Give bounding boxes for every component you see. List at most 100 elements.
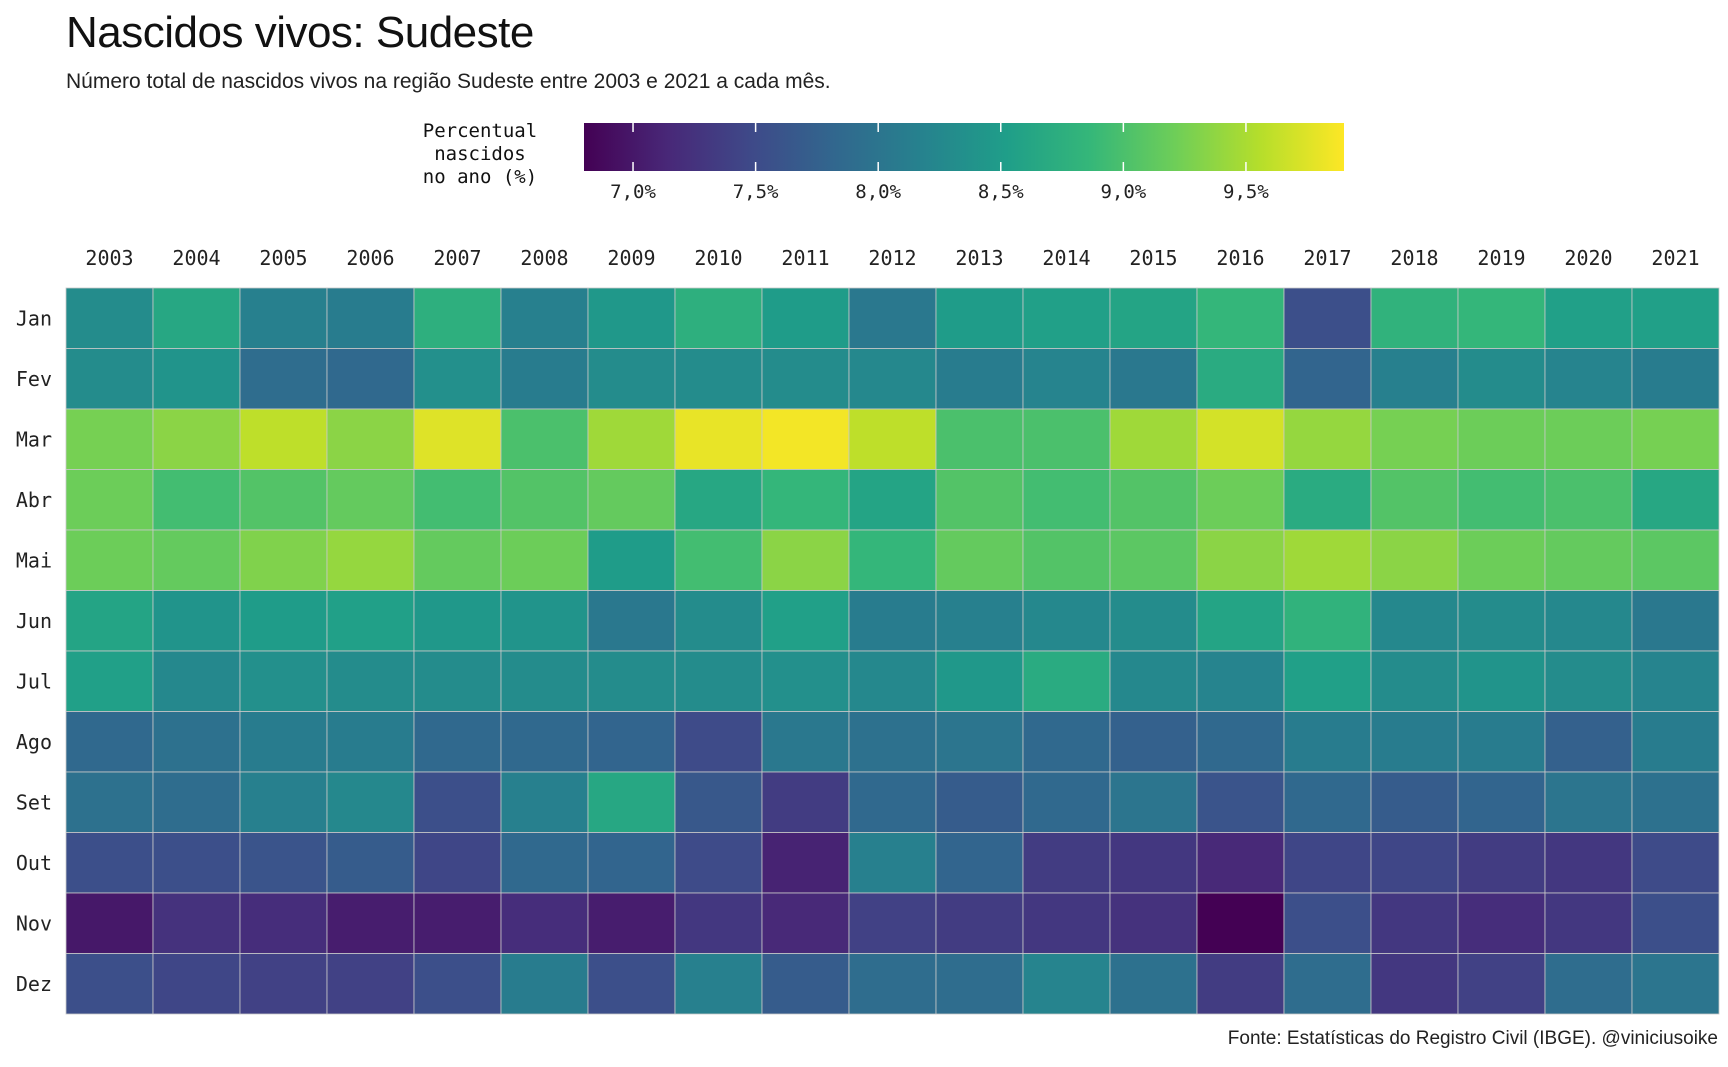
heatmap-cell xyxy=(1196,711,1285,773)
heatmap-cell xyxy=(674,892,763,954)
heatmap-cell xyxy=(848,469,937,531)
legend-tick-label: 8,0% xyxy=(855,181,901,203)
heatmap-cell xyxy=(65,590,154,652)
heatmap-cell xyxy=(1022,348,1111,410)
heatmap-cell xyxy=(1196,832,1285,894)
heatmap-cell xyxy=(761,953,850,1015)
heatmap-cell xyxy=(1457,529,1546,591)
heatmap-cell xyxy=(1283,469,1372,531)
heatmap-cell xyxy=(326,590,415,652)
heatmap-cell xyxy=(152,953,241,1015)
heatmap-cell xyxy=(152,892,241,954)
heatmap-cell xyxy=(674,287,763,349)
x-tick-label: 2021 xyxy=(1651,246,1699,270)
heatmap-cell xyxy=(935,287,1024,349)
y-tick-label: Set xyxy=(16,790,52,814)
heatmap-cell xyxy=(1544,953,1633,1015)
x-tick-label: 2005 xyxy=(259,246,307,270)
heatmap-cell xyxy=(1544,287,1633,349)
heatmap-cell xyxy=(674,711,763,773)
heatmap-cell xyxy=(413,832,502,894)
x-tick-label: 2003 xyxy=(85,246,133,270)
heatmap-cell xyxy=(239,650,328,712)
heatmap-cell xyxy=(1457,348,1546,410)
heatmap-cell xyxy=(1022,953,1111,1015)
y-tick-label: Jan xyxy=(16,306,52,330)
chart-subtitle: Número total de nascidos vivos na região… xyxy=(66,70,831,93)
heatmap-cell xyxy=(1631,832,1720,894)
heatmap-cell xyxy=(935,711,1024,773)
heatmap-cell xyxy=(935,590,1024,652)
heatmap-cell xyxy=(326,408,415,470)
heatmap-cell xyxy=(848,892,937,954)
heatmap-cell xyxy=(674,832,763,894)
heatmap-cell xyxy=(413,711,502,773)
x-tick-label: 2019 xyxy=(1477,246,1525,270)
heatmap-cell xyxy=(152,529,241,591)
x-tick-label: 2013 xyxy=(955,246,1003,270)
heatmap-cell xyxy=(935,771,1024,833)
heatmap-cell xyxy=(1370,771,1459,833)
heatmap-cell xyxy=(326,529,415,591)
heatmap-cell xyxy=(848,771,937,833)
heatmap-cell xyxy=(1631,287,1720,349)
heatmap-cell xyxy=(1457,832,1546,894)
heatmap-cell xyxy=(413,771,502,833)
heatmap-cell xyxy=(1370,529,1459,591)
heatmap-cell xyxy=(152,711,241,773)
heatmap-cell xyxy=(848,348,937,410)
heatmap-cell xyxy=(1109,408,1198,470)
legend-tick-label: 7,5% xyxy=(733,181,779,203)
heatmap-cell xyxy=(587,408,676,470)
heatmap-cell xyxy=(65,832,154,894)
heatmap-cell xyxy=(761,590,850,652)
heatmap-cell xyxy=(1631,650,1720,712)
heatmap-cell xyxy=(413,650,502,712)
heatmap-cell xyxy=(935,892,1024,954)
heatmap-cell xyxy=(1544,650,1633,712)
heatmap-cell xyxy=(1457,408,1546,470)
heatmap-cell xyxy=(65,408,154,470)
heatmap-cell xyxy=(500,469,589,531)
x-tick-label: 2018 xyxy=(1390,246,1438,270)
y-tick-label: Out xyxy=(16,851,52,875)
heatmap-cell xyxy=(413,892,502,954)
heatmap-cell xyxy=(239,287,328,349)
heatmap-cell xyxy=(1370,892,1459,954)
heatmap-cell xyxy=(935,469,1024,531)
heatmap-cell xyxy=(239,590,328,652)
y-tick-label: Fev xyxy=(16,367,52,391)
x-tick-label: 2015 xyxy=(1129,246,1177,270)
heatmap-cell xyxy=(1457,711,1546,773)
heatmap-cell xyxy=(1283,590,1372,652)
heatmap-cell xyxy=(1196,348,1285,410)
heatmap-cell xyxy=(1370,711,1459,773)
x-tick-label: 2011 xyxy=(781,246,829,270)
heatmap-cell xyxy=(1544,892,1633,954)
heatmap-cell xyxy=(935,832,1024,894)
heatmap-cell xyxy=(674,408,763,470)
heatmap-cell xyxy=(1370,590,1459,652)
heatmap-cell xyxy=(1631,953,1720,1015)
x-tick-label: 2009 xyxy=(607,246,655,270)
heatmap-cell xyxy=(239,832,328,894)
heatmap-cell xyxy=(1544,469,1633,531)
heatmap-cell xyxy=(1631,529,1720,591)
heatmap-cell xyxy=(1370,287,1459,349)
heatmap-cell xyxy=(1370,832,1459,894)
heatmap-cell xyxy=(848,287,937,349)
heatmap-cell xyxy=(1544,711,1633,773)
heatmap-cell xyxy=(1109,529,1198,591)
chart-caption: Fonte: Estatísticas do Registro Civil (I… xyxy=(1227,1028,1718,1049)
heatmap-cell xyxy=(65,892,154,954)
heatmap-cell xyxy=(239,408,328,470)
heatmap-cell xyxy=(1544,590,1633,652)
heatmap-cell xyxy=(152,287,241,349)
heatmap-cell xyxy=(326,650,415,712)
heatmap-cell xyxy=(326,892,415,954)
heatmap-cell xyxy=(500,771,589,833)
heatmap-cell xyxy=(1022,287,1111,349)
heatmap-cell xyxy=(674,590,763,652)
heatmap-cell xyxy=(587,953,676,1015)
